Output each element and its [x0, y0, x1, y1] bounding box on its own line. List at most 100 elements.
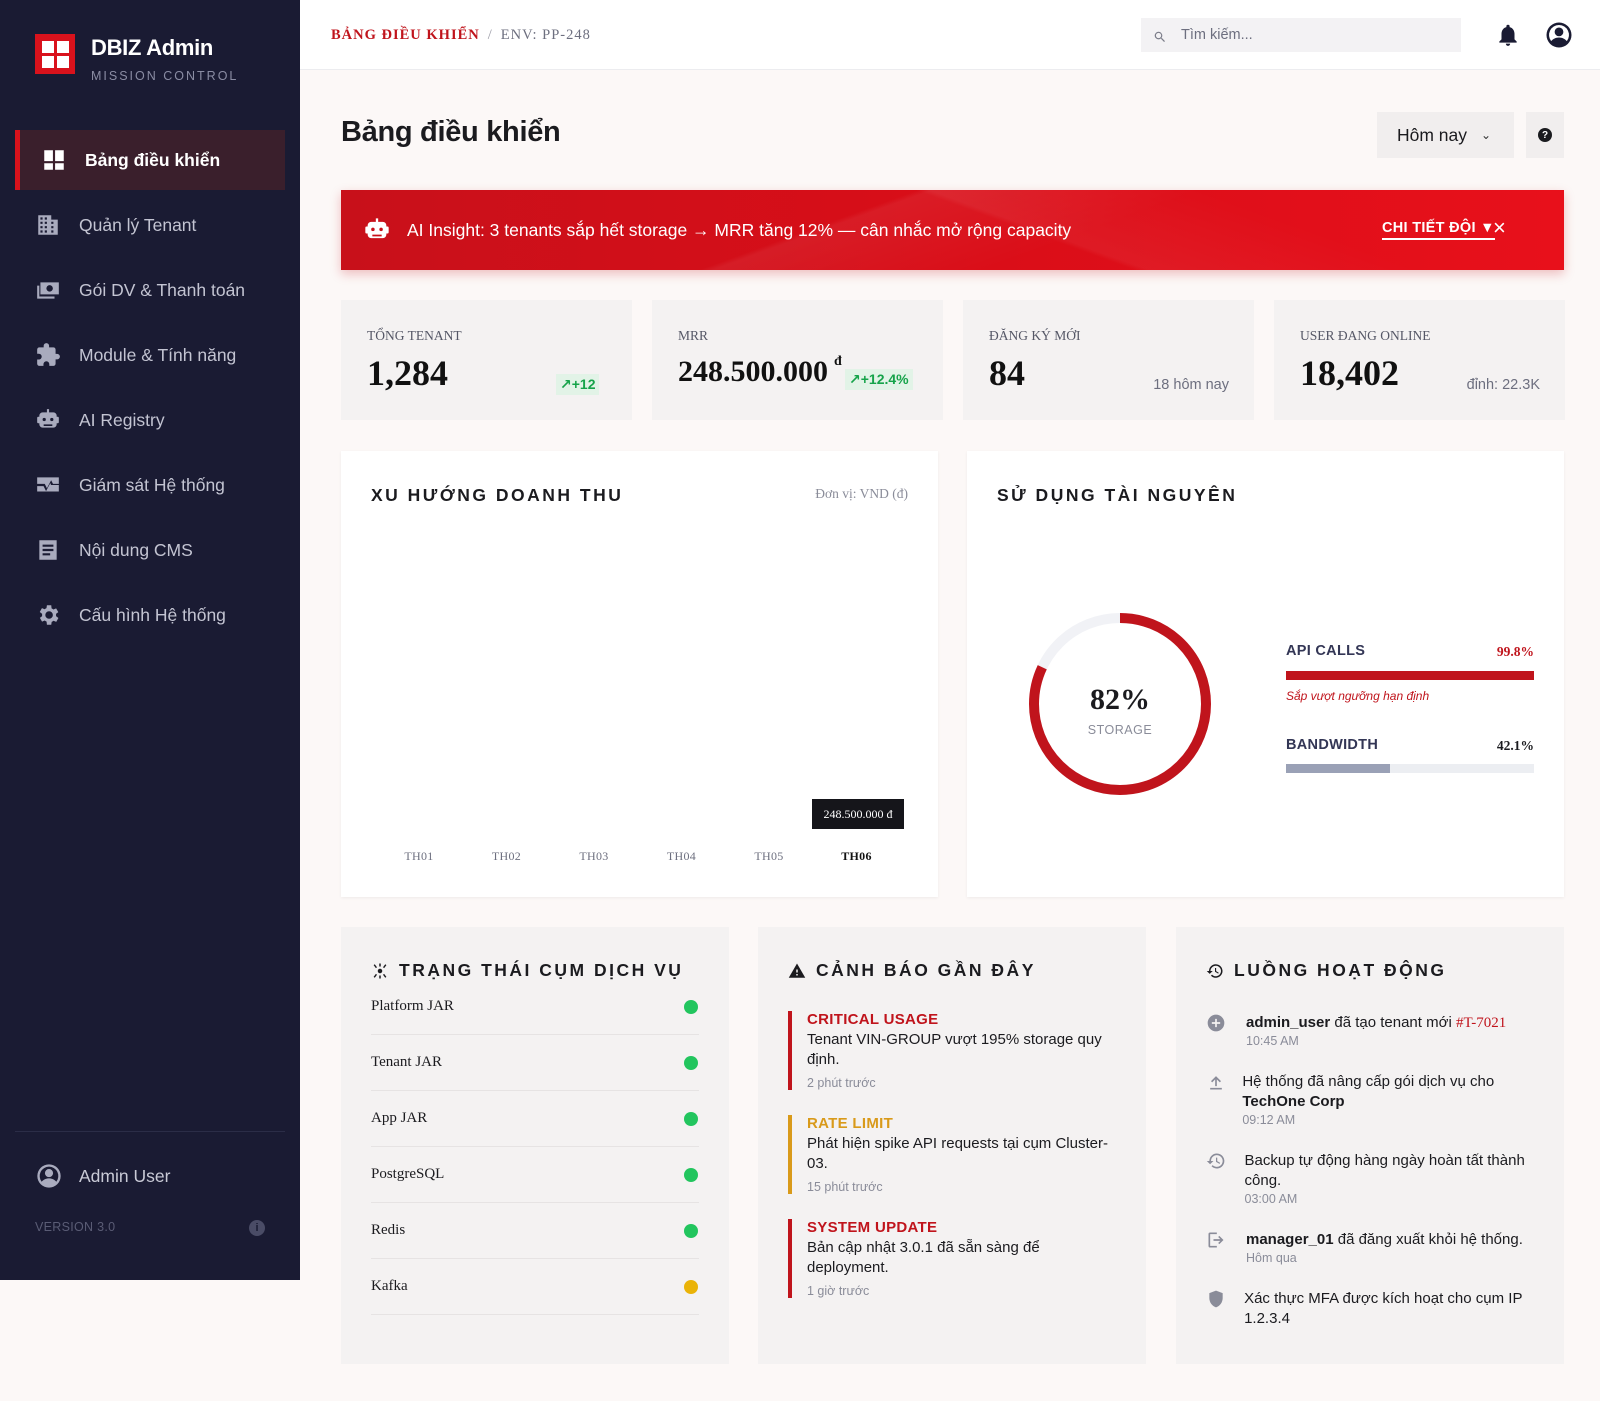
sidebar-item-5[interactable]: Giám sát Hệ thống [15, 455, 285, 515]
stat-card-new-signups: ĐĂNG KÝ MỚI 84 18 hôm nay [963, 300, 1254, 420]
bandwidth-bar-fill [1286, 764, 1391, 773]
service-name: Platform JAR [371, 998, 454, 1014]
stat-card-online-users: USER ĐANG ONLINE 18,402 đỉnh: 22.3K [1274, 300, 1565, 420]
stat-value: 84 [989, 353, 1025, 393]
sidebar-item-0[interactable]: Bảng điều khiển [15, 130, 285, 190]
x-tick-label[interactable]: TH05 [754, 849, 784, 863]
alert-title: CRITICAL USAGE [807, 1011, 939, 1028]
notification-bell-icon[interactable] [1495, 21, 1521, 49]
account-circle-icon[interactable] [1544, 20, 1574, 50]
api-calls-value: 99.8% [1496, 644, 1534, 659]
trend-up-icon: ↗ [560, 376, 572, 392]
banner-detail-link[interactable]: CHI TIẾT ĐỘI ▼ [1382, 220, 1495, 240]
alert-item[interactable]: CRITICAL USAGE Tenant VIN-GROUP vượt 195%… [788, 1011, 1118, 1090]
sidebar-nav: Bảng điều khiển Quản lý Tenant Gói DV & Th… [15, 130, 285, 650]
sidebar-item-label: AI Registry [79, 409, 165, 430]
status-dot-icon [684, 999, 698, 1014]
activity-text: đã đăng xuất khỏi hệ thống. [1333, 1231, 1523, 1248]
recent-alerts-panel: CẢNH BÁO GẦN ĐÂY CRITICAL USAGE Tenant VI… [758, 927, 1146, 1364]
close-icon[interactable]: × [1493, 215, 1506, 240]
date-range-select[interactable]: Hôm nay ⌄ [1377, 112, 1514, 158]
activity-feed-panel: LUỒNG HOẠT ĐỘNG admin_user đã tạo tenant… [1176, 927, 1564, 1364]
activity-time: 10:45 AM [1246, 1034, 1299, 1048]
service-name: PostgreSQL [371, 1166, 445, 1182]
activity-ref-link[interactable]: #T-7021 [1455, 1015, 1507, 1031]
hub-icon [373, 963, 387, 978]
info-icon[interactable]: i [249, 1220, 265, 1236]
alert-time: 1 giờ trước [807, 1284, 870, 1298]
sidebar-item-1[interactable]: Quản lý Tenant [15, 195, 285, 255]
warning-icon [788, 963, 806, 978]
sidebar-item-3[interactable]: Module & Tính năng [15, 325, 285, 385]
sidebar-item-4[interactable]: AI Registry [15, 390, 285, 450]
help-button[interactable]: ? [1526, 112, 1564, 158]
storage-donut [1029, 613, 1211, 795]
service-row[interactable]: Kafka [371, 1259, 699, 1315]
activity-text: Backup tự động hàng ngày hoàn tất thành … [1244, 1152, 1525, 1189]
service-row[interactable]: Tenant JAR [371, 1035, 699, 1091]
sidebar-item-6[interactable]: Nội dung CMS [15, 520, 285, 580]
activity-actor[interactable]: admin_user [1246, 1014, 1331, 1031]
breadcrumb: BẢNG ĐIỀU KHIỂN / ENV: PP-248 [331, 27, 591, 44]
api-calls-bar [1286, 671, 1534, 680]
alert-title: RATE LIMIT [807, 1115, 894, 1132]
service-row[interactable]: App JAR [371, 1091, 699, 1147]
stat-value: 18,402 [1300, 353, 1399, 393]
alert-title: SYSTEM UPDATE [807, 1219, 938, 1236]
sidebar-user[interactable]: Admin User [35, 1162, 170, 1190]
alert-item[interactable]: SYSTEM UPDATE Bản cập nhật 3.0.1 đã sẵn s… [788, 1219, 1118, 1298]
x-tick-label[interactable]: TH01 [404, 849, 434, 863]
logout-icon [1206, 1230, 1230, 1265]
x-tick-label[interactable]: TH03 [579, 849, 609, 863]
alert-body: Phát hiện spike API requests tại cụm Clu… [807, 1135, 1108, 1172]
x-tick-label[interactable]: TH04 [666, 849, 697, 863]
sidebar-item-label: Bảng điều khiển [85, 149, 221, 170]
alert-severity-bar [788, 1115, 792, 1194]
banner-text: AI Insight: 3 tenants sắp hết storage → … [407, 219, 1072, 240]
upload-icon [1206, 1072, 1226, 1127]
stat-value-number: 248.500.000 [678, 355, 828, 388]
activity-message: Xác thực MFA được kích hoạt cho cụm IP 1… [1244, 1289, 1546, 1329]
search-box[interactable] [1141, 18, 1461, 52]
chart-tooltip: 248.500.000 đ [812, 799, 904, 829]
activity-actor[interactable]: manager_01 [1246, 1231, 1334, 1248]
x-tick-label[interactable]: TH06 [841, 849, 872, 863]
alert-item[interactable]: RATE LIMIT Phát hiện spike API requests t… [788, 1115, 1118, 1194]
activity-item: manager_01 đã đăng xuất khỏi hệ thống. Hô… [1206, 1230, 1546, 1265]
sidebar: DBIZ Admin MISSION CONTROL Bảng điều khi… [0, 0, 300, 1280]
monitor-heart-icon [35, 472, 61, 498]
stat-delta-badge: ↗+12.4% [845, 369, 913, 390]
chart-unit: Đơn vị: VND (đ) [815, 486, 908, 501]
activity-time: 09:12 AM [1242, 1113, 1296, 1127]
sidebar-item-label: Nội dung CMS [79, 539, 193, 560]
sidebar-item-label: Quản lý Tenant [79, 214, 197, 235]
service-row[interactable]: Redis [371, 1203, 699, 1259]
activity-time: 03:00 AM [1244, 1192, 1298, 1206]
stat-note: đỉnh: 22.3K [1466, 377, 1540, 393]
sidebar-divider [15, 1131, 285, 1132]
activity-target[interactable]: TechOne Corp [1242, 1093, 1345, 1110]
help-icon: ? [1538, 128, 1552, 142]
stat-value: 1,284 [367, 353, 448, 393]
sidebar-item-2[interactable]: Gói DV & Thanh toán [15, 260, 285, 320]
ai-insight-banner: AI Insight: 3 tenants sắp hết storage → … [341, 190, 1564, 270]
sidebar-item-7[interactable]: Cấu hình Hệ thống [15, 585, 285, 645]
brand-subtitle: MISSION CONTROL [91, 69, 239, 83]
stat-note: 18 hôm nay [1153, 377, 1229, 393]
x-tick-label[interactable]: TH02 [491, 849, 522, 863]
dashboard-icon [41, 147, 67, 173]
account-circle-icon [37, 1164, 61, 1188]
robot-icon [363, 216, 391, 244]
brand[interactable]: DBIZ Admin MISSION CONTROL [35, 34, 238, 83]
puzzle-icon [35, 342, 61, 368]
sidebar-item-label: Module & Tính năng [79, 344, 237, 365]
search-input[interactable] [1181, 27, 1441, 43]
service-row[interactable]: PostgreSQL [371, 1147, 699, 1203]
activity-message: admin_user đã tạo tenant mới #T-7021 [1246, 1013, 1506, 1033]
activity-text: Xác thực MFA được kích hoạt cho cụm IP 1… [1244, 1290, 1523, 1327]
shield-icon [1206, 1289, 1228, 1329]
service-row[interactable]: Platform JAR [371, 979, 699, 1035]
activity-text: đã tạo tenant mới [1330, 1014, 1456, 1031]
breadcrumb-current[interactable]: BẢNG ĐIỀU KHIỂN [331, 27, 480, 43]
activity-message: manager_01 đã đăng xuất khỏi hệ thống. [1246, 1230, 1523, 1250]
